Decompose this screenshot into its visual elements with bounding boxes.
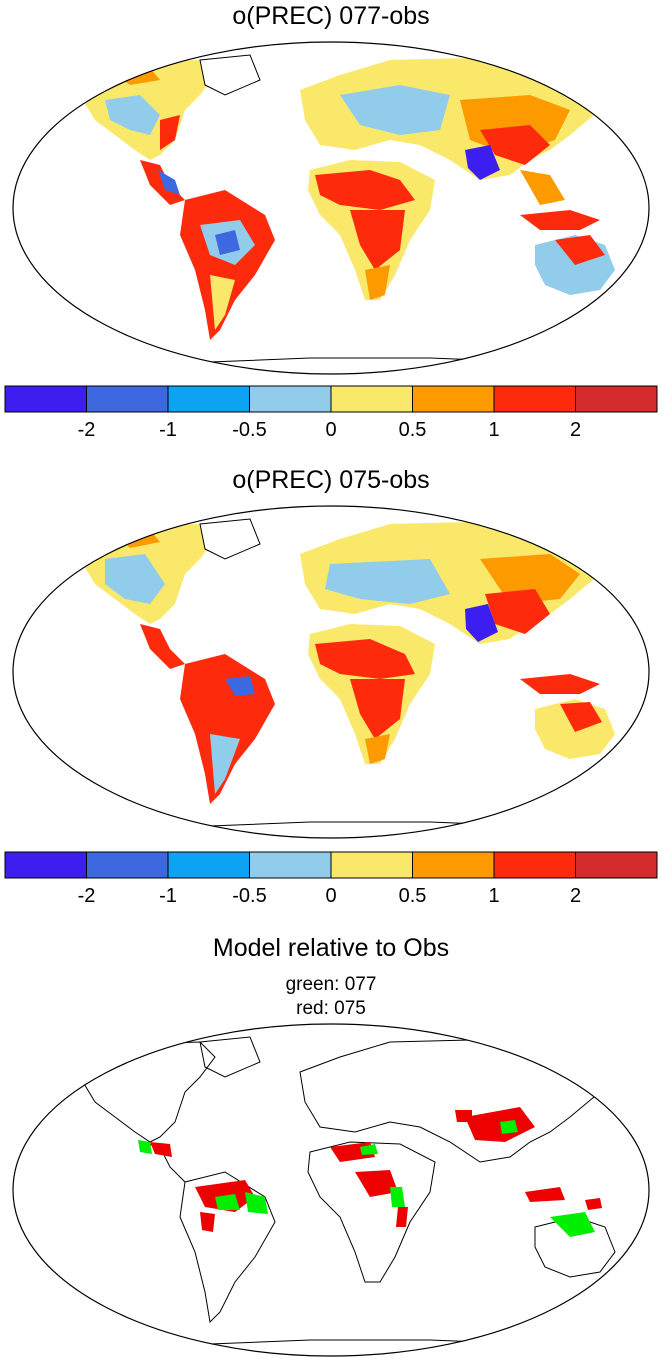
colorbar-box (249, 385, 332, 413)
colorbar-tick-label: -0.5 (232, 885, 266, 907)
panel-2-map (10, 504, 652, 840)
colorbar-box (167, 851, 250, 879)
colorbar-box (167, 385, 250, 413)
colorbar-tick-label: 0.5 (399, 419, 427, 441)
comparison-region (455, 1110, 472, 1122)
colorbar-box (412, 851, 495, 879)
colorbar-tick-label: 1 (488, 419, 499, 441)
colorbar-tick-label: 2 (570, 419, 581, 441)
comparison-map (10, 1022, 652, 1358)
comparison-region (500, 1120, 518, 1134)
panel-1-title: o(PREC) 077-obs (232, 2, 430, 30)
colorbar-box (493, 851, 576, 879)
colorbar-tick-label: 1 (488, 885, 499, 907)
legend-red-label: red: 075 (296, 998, 366, 1019)
comparison-region (200, 1212, 215, 1232)
colorbar-tick-label: 0 (325, 885, 336, 907)
comparison-region (360, 1144, 378, 1155)
colorbar-box (412, 385, 495, 413)
colorbar-box (575, 385, 658, 413)
comparison-region (390, 1187, 405, 1207)
colorbar-box (330, 385, 413, 413)
comparison-title: Model relative to Obs (212, 934, 450, 962)
colorbar-tick-label: -0.5 (232, 419, 266, 441)
colorbar-box (249, 851, 332, 879)
panel-1-map (10, 40, 652, 376)
comparison-region (150, 1142, 172, 1157)
panel-1-colorbar: -2 -1 -0.5 0 0.5 1 2 (4, 385, 658, 446)
panel-2-colorbar: -2 -1 -0.5 0 0.5 1 2 (4, 851, 658, 912)
colorbar-tick-label: -2 (78, 885, 96, 907)
colorbar-box (4, 385, 87, 413)
comparison-region (245, 1192, 268, 1214)
colorbar-box (86, 385, 169, 413)
colorbar-tick-label: -2 (78, 419, 96, 441)
colorbar-box (330, 851, 413, 879)
colorbar-tick-label: 0 (325, 419, 336, 441)
comparison-region (525, 1187, 565, 1202)
comparison-region (396, 1207, 408, 1227)
comparison-region (585, 1198, 602, 1210)
colorbar-box (86, 851, 169, 879)
comparison-region (465, 1107, 535, 1142)
colorbar-tick-label: -1 (159, 419, 177, 441)
colorbar-tick-label: 0.5 (399, 885, 427, 907)
colorbar-box (575, 851, 658, 879)
colorbar-tick-label: 2 (570, 885, 581, 907)
panel-2-title: o(PREC) 075-obs (232, 466, 430, 494)
legend-green-label: green: 077 (285, 974, 377, 995)
comparison-region (215, 1194, 240, 1210)
colorbar-box (4, 851, 87, 879)
comparison-region (138, 1140, 152, 1154)
colorbar-tick-label: -1 (159, 885, 177, 907)
comparison-region (355, 1170, 398, 1197)
comparison-region (550, 1212, 595, 1237)
colorbar-box (493, 385, 576, 413)
